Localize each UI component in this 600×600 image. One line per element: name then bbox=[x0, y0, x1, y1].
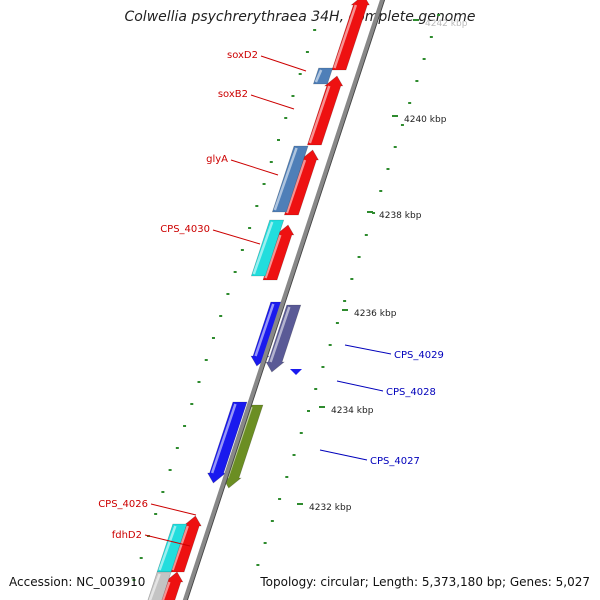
gene-label-soxd2: soxD2 bbox=[227, 50, 307, 72]
scale-labels: 4242 kbp 4240 kbp 4238 kbp 4236 kbp 4234 kbp… bbox=[297, 19, 468, 513]
gene-box-soxD2 bbox=[312, 67, 334, 85]
gene-arrow-CPS_4027 bbox=[207, 401, 248, 484]
gene-box-glyA bbox=[271, 145, 309, 213]
svg-text:CPS_4030: CPS_4030 bbox=[160, 224, 210, 235]
minor-ticks-left bbox=[132, 29, 317, 581]
gene-features bbox=[147, 0, 370, 600]
scale-label: 4242 kbp bbox=[425, 19, 468, 29]
svg-text:fdhD2: fdhD2 bbox=[112, 530, 142, 541]
gene-label-cps_4029: CPS_4029 bbox=[344, 344, 444, 361]
minor-ticks-right bbox=[256, 14, 441, 566]
gene-label-glya: glyA bbox=[206, 154, 279, 176]
strand-marker bbox=[290, 369, 302, 375]
backbone-line bbox=[182, 0, 385, 600]
map-title: Colwellia psychrerythraea 34H, complete … bbox=[124, 9, 476, 25]
svg-text:CPS_4026: CPS_4026 bbox=[98, 499, 148, 510]
scale-label: 4236 kbp bbox=[354, 309, 397, 319]
gene-label-soxb2: soxB2 bbox=[218, 89, 295, 110]
gene-arrow-CPS_4029 bbox=[265, 304, 302, 373]
topology-label: Topology: circular; Length: 5,373,180 bp… bbox=[260, 575, 590, 589]
svg-text:CPS_4028: CPS_4028 bbox=[386, 387, 436, 398]
gene-label-cps_4030: CPS_4030 bbox=[160, 224, 261, 245]
gene-box-bottom bbox=[147, 571, 172, 600]
scale-label: 4234 kbp bbox=[331, 406, 374, 416]
gene-label-cps_4026: CPS_4026 bbox=[98, 499, 197, 516]
gene-label-fdhd2: fdhD2 bbox=[112, 530, 191, 547]
scale-label: 4240 kbp bbox=[404, 115, 447, 125]
gene-label-cps_4027: CPS_4027 bbox=[319, 449, 420, 467]
svg-text:CPS_4029: CPS_4029 bbox=[394, 350, 444, 361]
svg-text:CPS_4027: CPS_4027 bbox=[370, 456, 420, 467]
svg-text:soxD2: soxD2 bbox=[227, 50, 258, 61]
svg-text:glyA: glyA bbox=[206, 154, 228, 165]
accession-label: Accession: NC_003910 bbox=[9, 575, 146, 589]
gene-arrow-soxB2 bbox=[306, 75, 344, 146]
gene-label-leaders: soxD2 soxB2 glyA CPS_4030 CPS_4029 CPS_4028 CP… bbox=[98, 50, 444, 547]
scale-label: 4232 kbp bbox=[309, 503, 352, 513]
genome-backbone bbox=[182, 0, 386, 600]
scale-label: 4238 kbp bbox=[379, 211, 422, 221]
gene-arrow-top bbox=[331, 0, 370, 71]
gene-box-CPS_4030 bbox=[250, 219, 285, 277]
svg-text:soxB2: soxB2 bbox=[218, 89, 248, 100]
gene-label-cps_4028: CPS_4028 bbox=[336, 380, 436, 398]
